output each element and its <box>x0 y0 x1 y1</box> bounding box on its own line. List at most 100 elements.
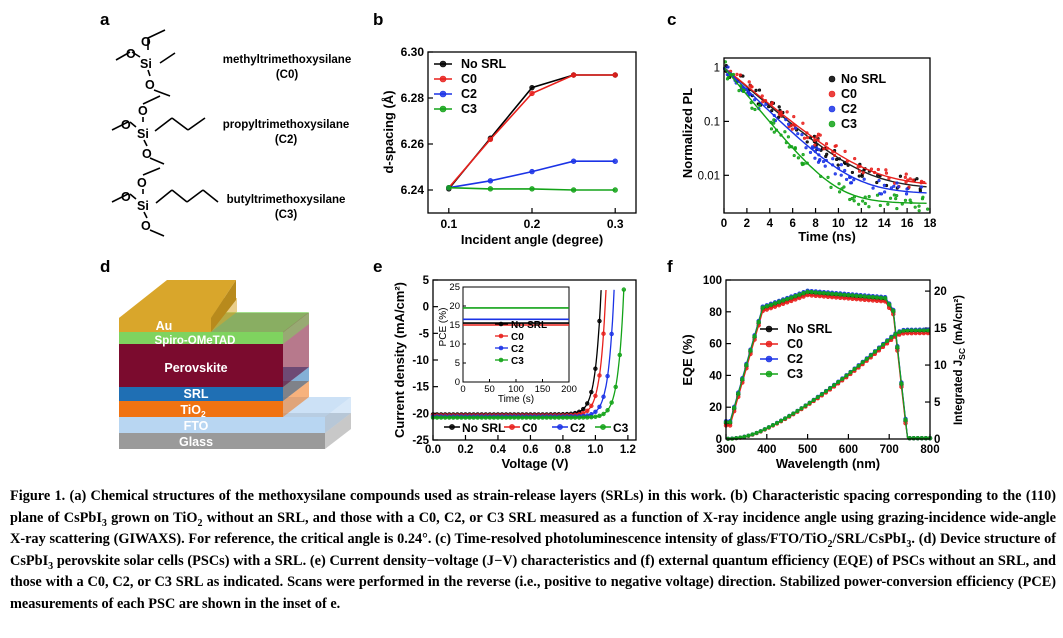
caption-lead: Figure 1. <box>10 488 66 504</box>
data-point <box>585 401 590 406</box>
data-point <box>809 289 814 295</box>
data-point <box>753 107 757 112</box>
y-tick-label: 5 <box>423 275 430 287</box>
data-point <box>560 415 566 420</box>
data-point <box>793 293 798 299</box>
inset-y-tick-label: 0 <box>455 377 460 388</box>
data-point <box>921 328 926 333</box>
fit-line <box>723 67 927 204</box>
data-point <box>807 400 812 405</box>
series-line <box>448 160 616 189</box>
data-point <box>869 167 874 171</box>
data-point <box>882 183 886 187</box>
data-point <box>850 170 855 175</box>
panel-a-label: a <box>100 10 110 29</box>
data-point <box>507 415 513 420</box>
data-point <box>548 415 553 420</box>
inset-x-tick-label: 200 <box>561 384 577 395</box>
data-point <box>589 389 594 395</box>
panel-c-label: c <box>667 10 676 29</box>
data-point <box>835 157 839 162</box>
data-point <box>870 294 876 300</box>
atom-o: O <box>141 219 151 233</box>
layer-label: Au <box>156 319 173 333</box>
y2-tick-label: 20 <box>934 286 947 298</box>
data-point <box>903 198 908 202</box>
data-point <box>823 389 828 394</box>
data-point <box>772 121 776 125</box>
inset-y-tick-label: 25 <box>449 282 460 293</box>
data-point <box>917 328 922 333</box>
data-point <box>768 302 774 307</box>
data-point <box>572 415 578 420</box>
data-point <box>772 130 776 134</box>
panel-f-series <box>723 288 933 441</box>
data-point <box>597 413 602 419</box>
atom-si: Si <box>140 57 152 71</box>
data-point <box>903 175 907 179</box>
data-point <box>805 136 810 140</box>
x-tick-label: 400 <box>757 444 776 456</box>
spiro-layer-side <box>283 312 309 344</box>
data-point <box>593 393 598 399</box>
data-point <box>726 65 730 69</box>
data-point <box>764 304 769 309</box>
data-point <box>881 342 886 347</box>
data-point <box>915 177 919 181</box>
data-point <box>601 394 606 399</box>
atom-o: O <box>142 147 152 161</box>
data-point <box>760 94 764 98</box>
data-point <box>800 133 804 137</box>
inset-x-tick-label: 0 <box>460 384 465 395</box>
data-point <box>917 204 921 208</box>
data-point <box>831 157 835 161</box>
legend-marker <box>449 424 455 430</box>
data-point <box>829 185 833 189</box>
data-point <box>770 423 775 428</box>
panel-b-series <box>446 72 618 193</box>
data-point <box>736 391 741 396</box>
data-point <box>568 415 574 420</box>
panel-f-y2label: Integrated JSC (mA/cm²) <box>953 295 967 425</box>
panel-e-legend: No SRL C0 C2 C3 <box>444 421 629 435</box>
data-point <box>867 194 871 199</box>
figure-caption: Figure 1. (a) Chemical structures of the… <box>10 488 1056 612</box>
data-point <box>911 178 915 182</box>
data-point <box>794 126 798 130</box>
data-point <box>576 415 582 420</box>
data-point <box>867 205 871 209</box>
panel-f: f 300 400 500 600 700 80002040608010005101520… <box>667 257 967 471</box>
data-point <box>824 154 828 158</box>
data-point <box>850 293 855 298</box>
data-point <box>780 298 786 303</box>
data-point <box>828 386 833 391</box>
data-point <box>609 331 614 337</box>
panel-c: c 0 2 4 6 8 10 12 14 16 18 1 0.1 0.01 Time (ns) Norm… <box>667 10 937 244</box>
panel-c-frame <box>723 57 931 214</box>
data-point <box>894 197 898 201</box>
inset-x-tick-label: 150 <box>535 384 551 395</box>
data-point <box>769 127 774 131</box>
legend-label: No SRL <box>461 57 507 71</box>
spiro-layer-front <box>119 332 283 344</box>
data-point <box>605 408 610 413</box>
data-point <box>833 291 839 297</box>
layer-label: FTO <box>184 419 209 433</box>
legend-marker <box>557 424 563 430</box>
data-point <box>913 328 918 333</box>
data-point <box>829 291 835 296</box>
data-point <box>754 430 759 435</box>
y-tick-label: -25 <box>412 435 429 447</box>
legend-marker <box>439 60 447 68</box>
y-tick-label: -15 <box>412 382 429 394</box>
data-point <box>442 415 448 420</box>
data-point <box>749 85 754 89</box>
data-point <box>766 425 771 430</box>
data-point <box>796 156 800 160</box>
data-point <box>843 168 847 173</box>
data-point <box>524 415 529 420</box>
data-point <box>825 291 831 296</box>
data-point <box>878 295 884 300</box>
data-point <box>875 193 880 197</box>
